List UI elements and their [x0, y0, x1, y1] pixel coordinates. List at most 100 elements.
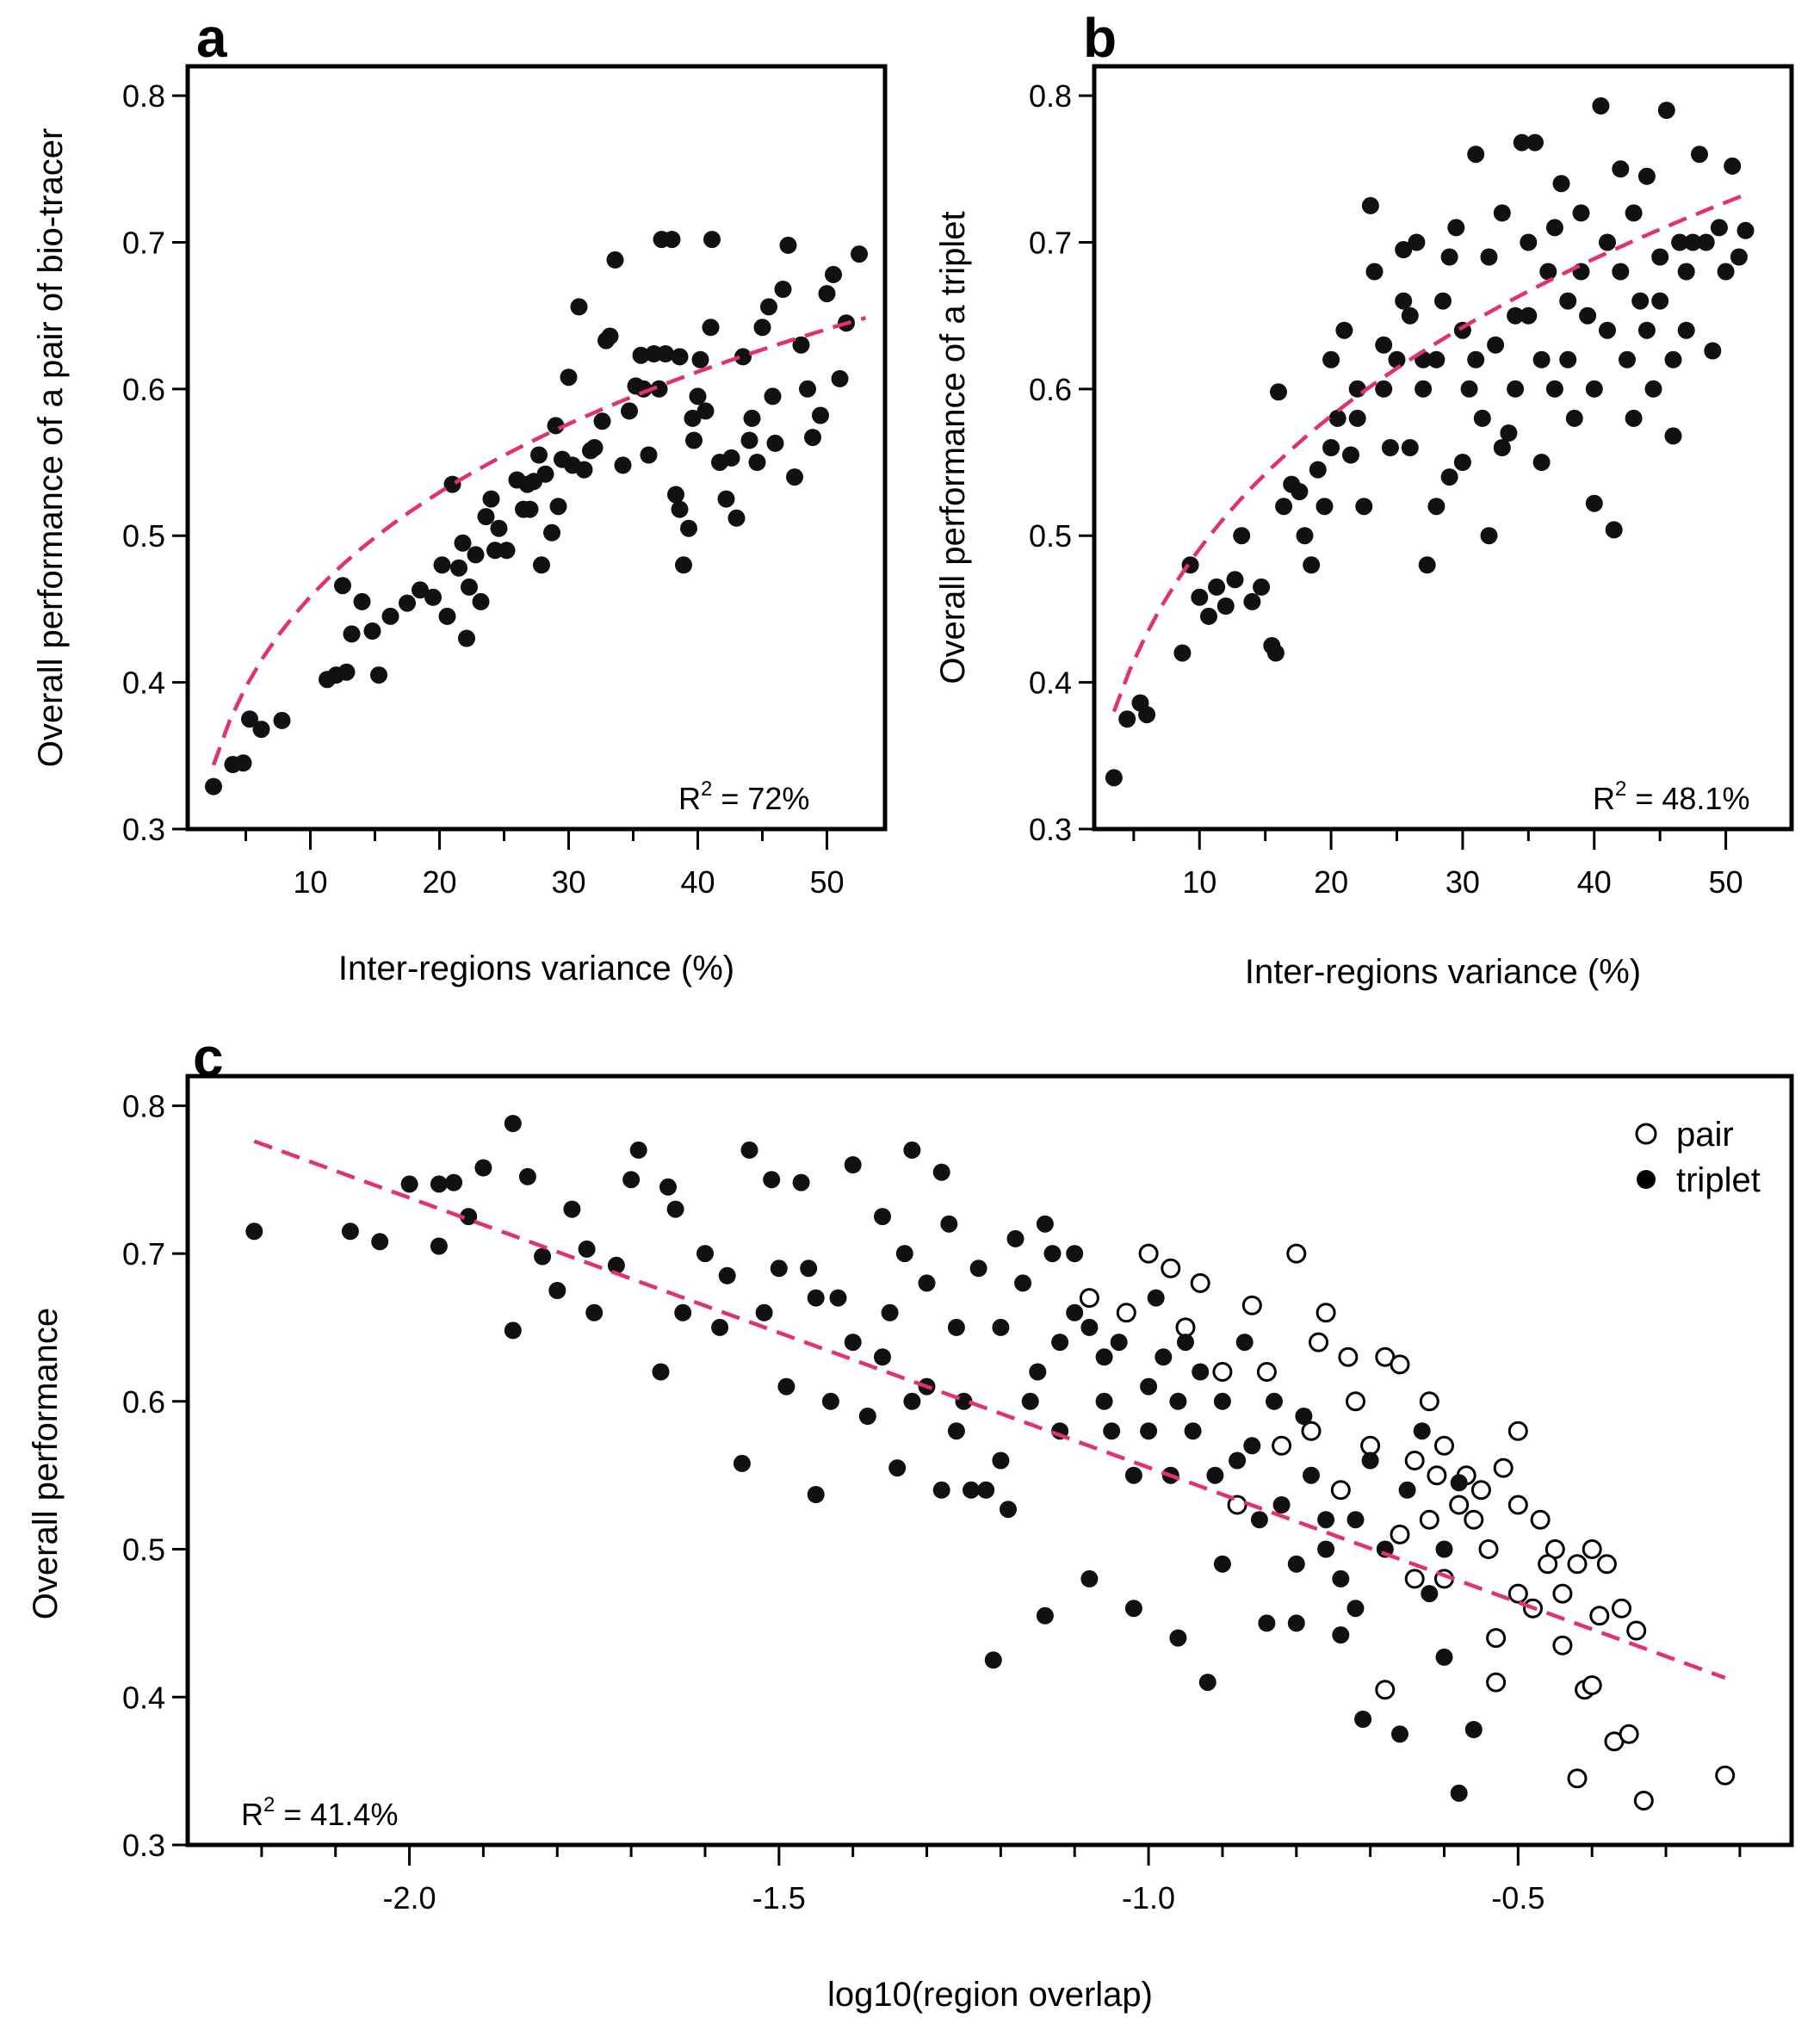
triplet-point	[1191, 588, 1209, 606]
pair-point	[1538, 1554, 1558, 1575]
y-tick-label: 0.7	[1029, 225, 1072, 260]
triplet-point	[1435, 1648, 1453, 1666]
triplet-point	[1671, 233, 1689, 251]
pair-point	[467, 546, 485, 564]
triplet-point	[1213, 1392, 1231, 1410]
pair-point	[1449, 1495, 1470, 1515]
pair-point	[727, 509, 746, 527]
triplet-point	[770, 1260, 788, 1278]
triplet-point	[1206, 1466, 1224, 1484]
triplet-point	[1415, 380, 1433, 398]
pair-point	[1507, 1583, 1528, 1604]
pair-point	[370, 666, 387, 684]
pair-point	[1404, 1569, 1425, 1589]
triplet-point	[1493, 204, 1511, 222]
x-tick-label: 40	[680, 864, 715, 900]
pair-point	[748, 454, 766, 471]
triplet-point	[1124, 1600, 1142, 1618]
triplet-point	[1651, 292, 1669, 310]
triplet-point	[1124, 1466, 1142, 1484]
triplet-point	[534, 1247, 552, 1266]
x-tick-label: -0.5	[1491, 1880, 1545, 1916]
triplet-point	[829, 1289, 847, 1307]
pair-point	[241, 710, 258, 728]
y-tick-label: 0.6	[122, 1384, 165, 1420]
pair-point	[1375, 1680, 1396, 1700]
pair-point	[1493, 1458, 1514, 1478]
triplet-point	[1208, 578, 1226, 596]
pair-point	[412, 581, 429, 599]
pair-point	[760, 298, 777, 316]
triplet-point	[578, 1240, 596, 1258]
triplet-point	[1395, 292, 1413, 310]
triplet-point	[1118, 710, 1136, 728]
triplet-point	[1625, 409, 1643, 427]
triplet-point	[1317, 1540, 1335, 1558]
triplet-point	[1335, 321, 1353, 339]
pair-point	[536, 465, 554, 483]
triplet-point	[1322, 439, 1340, 456]
triplet-point	[1612, 160, 1630, 178]
triplet-point	[1684, 233, 1702, 251]
pair-point	[560, 368, 578, 387]
triplet-point	[1592, 97, 1610, 115]
pair-point	[498, 542, 516, 560]
triplet-point	[1467, 145, 1485, 164]
pair-point	[702, 319, 720, 337]
triplet-point	[1200, 607, 1217, 625]
y-tick-label: 0.4	[122, 1680, 165, 1715]
pair-point	[482, 490, 500, 508]
triplet-point	[1272, 1496, 1291, 1513]
pair-point	[1619, 1724, 1639, 1744]
pair-point	[1419, 1391, 1439, 1412]
panel-c-points	[245, 1115, 1736, 1810]
triplet-point	[1585, 380, 1603, 398]
triplet-point	[733, 1454, 751, 1472]
triplet-point	[1637, 321, 1656, 339]
pair-point	[703, 231, 721, 249]
triplet-point	[1253, 578, 1271, 596]
x-tick-label: 30	[551, 864, 585, 900]
pair-point	[680, 519, 697, 537]
triplet-point	[1450, 1474, 1468, 1492]
triplet-point	[1427, 350, 1445, 368]
pair-point	[663, 231, 681, 249]
triplet-point	[1408, 233, 1426, 251]
pair-point	[766, 434, 784, 452]
panel-b-frame	[1092, 64, 1794, 832]
pair-point	[812, 406, 829, 424]
pair-point	[1582, 1675, 1602, 1695]
triplet-point	[371, 1233, 389, 1251]
y-tick-label: 0.4	[122, 665, 165, 701]
triplet-point	[1287, 1614, 1305, 1632]
pair-point	[786, 468, 803, 486]
triplet-point	[1434, 292, 1452, 310]
triplet-point	[1520, 306, 1538, 325]
triplet-point	[518, 1167, 536, 1185]
triplet-point	[1066, 1245, 1084, 1263]
triplet-point	[718, 1266, 736, 1284]
pair-point	[804, 429, 821, 447]
x-tick-label: -1.5	[752, 1880, 806, 1916]
y-tick-label: 0.5	[1029, 518, 1072, 554]
triplet-point	[1532, 454, 1551, 471]
pair-point	[454, 534, 472, 552]
pair-point	[1346, 1391, 1365, 1412]
pair-point	[717, 490, 735, 508]
triplet-point	[881, 1303, 899, 1321]
triplet-point	[1043, 1245, 1062, 1263]
panel-c-legend: pair triplet	[1635, 1116, 1761, 1199]
panel-c-fit-line	[253, 1139, 1726, 1680]
pair-point	[671, 500, 689, 518]
triplet-point	[1138, 706, 1156, 724]
triplet-point	[696, 1245, 714, 1263]
triplet-point	[1657, 102, 1675, 120]
triplet-point	[1036, 1215, 1054, 1233]
pair-point	[1175, 1317, 1196, 1338]
triplet-point	[1095, 1392, 1113, 1410]
triplet-point	[1006, 1229, 1025, 1247]
triplet-point	[1520, 233, 1538, 251]
y-tick-label: 0.5	[122, 1532, 165, 1568]
triplet-point	[1427, 498, 1445, 516]
triplet-point	[504, 1321, 522, 1340]
